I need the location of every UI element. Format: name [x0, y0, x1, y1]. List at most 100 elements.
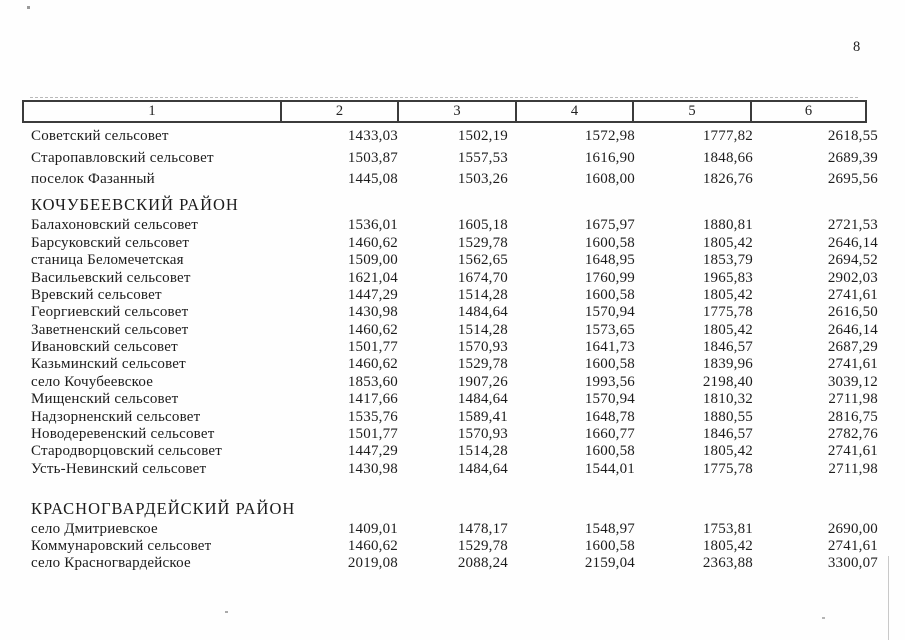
settlement-name-cell: Усть-Невинский сельсовет [31, 460, 207, 477]
value-cell: 1536,01 [347, 217, 398, 234]
scan-artifact-dot [822, 617, 825, 619]
value-cell: 1503,87 [347, 149, 398, 166]
value-cell: 1501,77 [347, 339, 398, 356]
value-cell: 1460,62 [347, 321, 398, 338]
table-section: КОЧУБЕЕВСКИЙ РАЙОН Балахоновский сельсове… [22, 195, 878, 478]
value-cell: 1853,60 [347, 373, 398, 390]
value-cell: 1460,62 [347, 356, 398, 373]
table-row: Барсуковский сельсовет 1460,62 1529,78 1600… [22, 235, 878, 252]
value-cell: 1805,42 [702, 286, 753, 303]
district-header: КОЧУБЕЕВСКИЙ РАЙОН [31, 195, 239, 215]
value-cell: 1853,79 [702, 252, 753, 269]
value-cell: 1484,64 [457, 460, 508, 477]
value-cell: 1514,28 [457, 443, 508, 460]
value-cell: 1460,62 [347, 234, 398, 251]
column-header-4: 4 [517, 102, 634, 121]
value-cell: 2711,98 [828, 460, 878, 477]
column-header-2: 2 [282, 102, 399, 121]
table-row: село Дмитриевское 1409,01 1478,17 1548,97 17… [22, 521, 878, 538]
table-row: Васильевский сельсовет 1621,04 1674,70 1760… [22, 269, 878, 286]
value-cell: 2088,24 [457, 555, 508, 572]
value-cell: 1447,29 [347, 286, 398, 303]
value-cell: 1848,66 [702, 149, 753, 166]
value-cell: 1965,83 [702, 269, 753, 286]
value-cell: 3300,07 [827, 555, 878, 572]
settlement-name-cell: Стародворцовский сельсовет [31, 443, 223, 460]
value-cell: 1777,82 [702, 128, 753, 145]
value-cell: 2711,98 [828, 391, 878, 408]
value-cell: 1753,81 [702, 521, 753, 538]
value-cell: 1503,26 [457, 170, 508, 187]
value-cell: 1600,58 [584, 356, 635, 373]
value-cell: 1805,42 [702, 321, 753, 338]
value-cell: 1447,29 [347, 443, 398, 460]
settlement-name-cell: Балахоновский сельсовет [31, 217, 199, 234]
value-cell: 1535,76 [347, 408, 398, 425]
value-cell: 2159,04 [584, 555, 635, 572]
value-cell: 1907,26 [457, 373, 508, 390]
settlement-name-cell: Новодеревенский сельсовет [31, 426, 215, 443]
value-cell: 1417,66 [347, 391, 398, 408]
table-row: Усть-Невинский сельсовет 1430,98 1484,64 15… [22, 461, 878, 478]
value-cell: 1409,01 [347, 521, 398, 538]
settlement-name-cell: Коммунаровский сельсовет [31, 538, 212, 555]
value-cell: 1616,90 [584, 149, 635, 166]
value-cell: 1557,53 [457, 149, 508, 166]
table-row: Вревский сельсовет 1447,29 1514,28 1600,58 1… [22, 287, 878, 304]
value-cell: 1600,58 [584, 234, 635, 251]
value-cell: 1600,58 [584, 538, 635, 555]
value-cell: 2741,61 [827, 356, 878, 373]
value-cell: 1880,55 [702, 408, 753, 425]
settlement-name-cell: село Дмитриевское [31, 521, 158, 538]
value-cell: 1641,73 [584, 339, 635, 356]
table-body: Советский сельсовет 1433,03 1502,19 1572,98… [22, 126, 878, 572]
value-cell: 2616,50 [827, 304, 878, 321]
column-header-5: 5 [634, 102, 752, 121]
scan-artifact-dot [225, 611, 228, 613]
scan-artifact-dot [27, 6, 30, 9]
value-cell: 2695,56 [827, 170, 878, 187]
value-cell: 2690,00 [827, 521, 878, 538]
table-row: поселок Фазанный 1445,08 1503,26 1608,00 182… [22, 169, 878, 190]
settlement-name-cell: Георгиевский сельсовет [31, 304, 189, 321]
value-cell: 1660,77 [584, 426, 635, 443]
value-cell: 1600,58 [584, 286, 635, 303]
value-cell: 1880,81 [702, 217, 753, 234]
value-cell: 2689,39 [827, 149, 878, 166]
settlement-name-cell: поселок Фазанный [31, 170, 155, 187]
value-cell: 1839,96 [702, 356, 753, 373]
table-row: село Красногвардейское 2019,08 2088,24 2159… [22, 555, 878, 572]
value-cell: 2694,52 [827, 252, 878, 269]
value-cell: 1484,64 [457, 304, 508, 321]
value-cell: 2721,53 [827, 217, 878, 234]
value-cell: 1648,95 [584, 252, 635, 269]
value-cell: 3039,12 [827, 373, 878, 390]
table-row: Коммунаровский сельсовет 1460,62 1529,78 16… [22, 538, 878, 555]
settlement-name-cell: Барсуковский сельсовет [31, 234, 190, 251]
value-cell: 2816,75 [827, 408, 878, 425]
value-cell: 1570,93 [457, 339, 508, 356]
value-cell: 1621,04 [347, 269, 398, 286]
value-cell: 1460,62 [347, 538, 398, 555]
value-cell: 1573,65 [584, 321, 635, 338]
value-cell: 1846,57 [702, 339, 753, 356]
value-cell: 2646,14 [827, 321, 878, 338]
value-cell: 1993,56 [584, 373, 635, 390]
table-row: Балахоновский сельсовет 1536,01 1605,18 167… [22, 217, 878, 234]
value-cell: 1805,42 [702, 443, 753, 460]
value-cell: 2741,61 [827, 443, 878, 460]
value-cell: 1502,19 [457, 128, 508, 145]
settlement-name-cell: Мищенский сельсовет [31, 391, 179, 408]
value-cell: 1478,17 [457, 521, 508, 538]
value-cell: 1600,58 [584, 443, 635, 460]
value-cell: 2019,08 [347, 555, 398, 572]
page-number: 8 [853, 39, 861, 55]
value-cell: 1805,42 [702, 538, 753, 555]
settlement-name-cell: Старопавловский сельсовет [31, 149, 214, 166]
value-cell: 1675,97 [584, 217, 635, 234]
settlement-name-cell: Васильевский сельсовет [31, 269, 191, 286]
column-header-6: 6 [804, 103, 813, 119]
value-cell: 2363,88 [702, 555, 753, 572]
scan-artifact-dash [30, 97, 858, 98]
value-cell: 1810,32 [702, 391, 753, 408]
